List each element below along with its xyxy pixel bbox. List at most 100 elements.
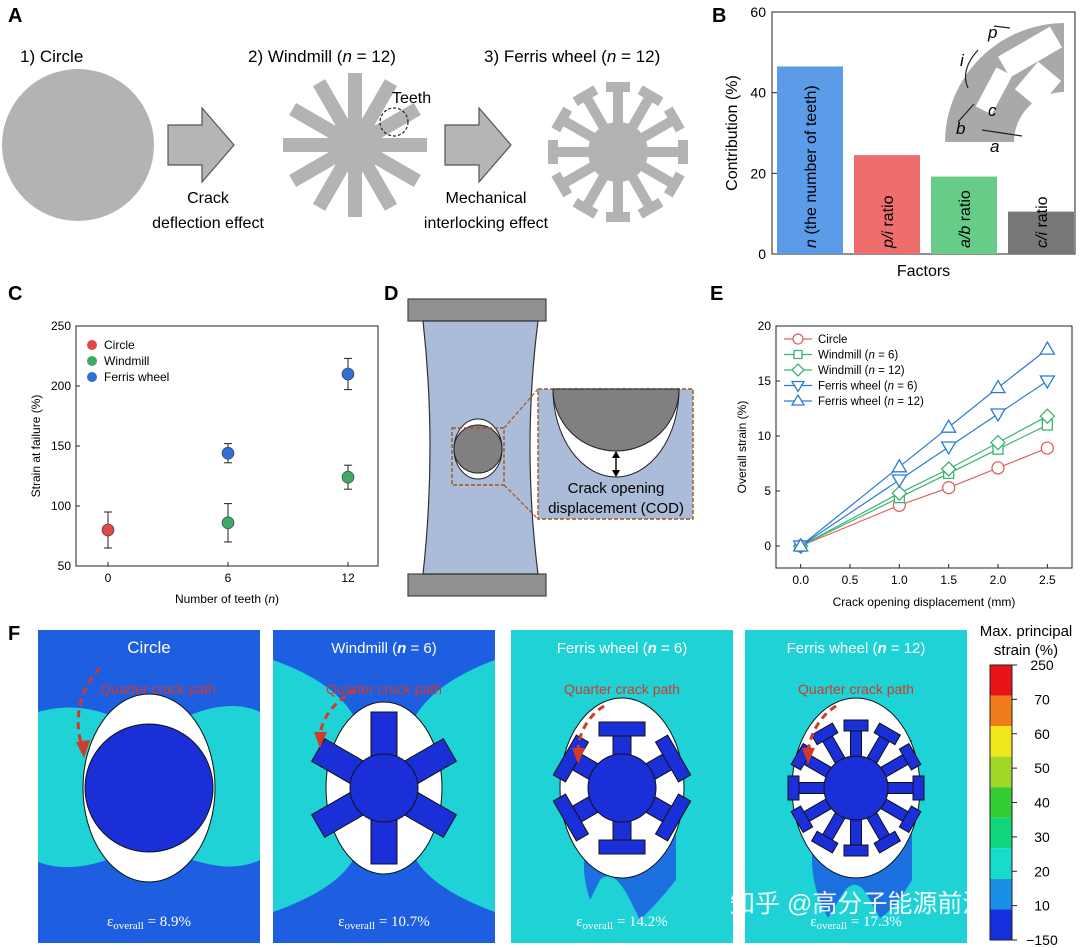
y-tick-label: 200 (51, 379, 71, 393)
panel-e: E 0 5 10 15 20 0.0 0.5 1.0 1.5 2.0 2.5 Circle Windmi… (710, 283, 1073, 609)
fea-circle: Circle Quarter crack path εoverall = 8.9… (38, 630, 260, 943)
x-tick-label: 1.5 (940, 573, 957, 587)
x-tick-label: 2.0 (990, 573, 1007, 587)
colorbar-segment (990, 878, 1012, 910)
contribution-bar-chart: 0 20 40 60 n (the number of teeth) p/i ratio a… (724, 4, 1076, 280)
colorbar-tick-label: 250 (1030, 657, 1054, 673)
colorbar-tick-label: 10 (1034, 898, 1050, 914)
bar (777, 66, 843, 254)
colorbar: 250 70 60 50 40 30 20 10 −150 (989, 657, 1058, 948)
panel-letter-e: E (710, 283, 723, 305)
data-point (1039, 340, 1056, 355)
colorbar-tick-label: 50 (1034, 760, 1050, 776)
data-point (990, 434, 1006, 451)
data-point (989, 379, 1007, 394)
bar-category-label: p/i ratio (880, 195, 897, 249)
data-point (793, 349, 803, 360)
y-tick-label: 50 (58, 559, 72, 573)
crack-label-circle: Quarter crack path (100, 681, 216, 697)
circle-shape (2, 69, 154, 221)
colorbar-tick-label: −150 (1026, 932, 1058, 948)
data-point (790, 380, 806, 393)
strain-at-failure-chart: 50 100 150 200 250 0 6 12 Circle Windmill Ferris w… (29, 319, 379, 606)
fea-ferris-12: Ferris wheel (n = 12) Quarter crack path… (745, 630, 967, 943)
legend-marker (87, 356, 97, 366)
y-tick-label: 100 (51, 499, 71, 513)
legend-label: Windmill (n = 6) (818, 350, 898, 362)
data-point (221, 516, 235, 530)
y-tick-label: 250 (51, 319, 71, 333)
series-line (800, 424, 1048, 547)
data-point (891, 474, 908, 489)
crack-label-windmill-6: Quarter crack path (326, 681, 442, 697)
panel-letter-b: B (712, 5, 726, 27)
bar (1008, 211, 1074, 254)
legend-marker (87, 340, 97, 350)
teeth-label: Teeth (392, 90, 431, 107)
series-line (800, 415, 1048, 547)
panel-a: A 1) Circle 2) Windmill (n = 12) 3) Ferr… (2, 5, 688, 232)
label-circle: 1) Circle (20, 47, 83, 66)
teeth-highlight (379, 107, 409, 137)
bar-category-label: a/b ratio (957, 190, 974, 248)
colorbar-segment (990, 726, 1012, 757)
data-point (101, 523, 115, 537)
x-axis-label: Crack opening displacement (mm) (833, 595, 1016, 609)
colorbar-tick-label: 20 (1034, 863, 1050, 879)
arrow-1-line-1: Crack (187, 190, 230, 207)
cod-zoom-inset: Crack opening displacement (COD) (537, 388, 694, 520)
inset-label-b: b (956, 119, 965, 138)
fea-title-circle: Circle (127, 638, 170, 657)
y-tick-label: 15 (758, 374, 772, 388)
y-tick-label: 10 (758, 429, 772, 443)
top-grip (407, 298, 547, 322)
x-tick-label: 0 (105, 571, 112, 585)
series-line (800, 348, 1048, 547)
colorbar-segment (990, 817, 1012, 849)
fea-title-ferris-6: Ferris wheel (n = 6) (557, 640, 687, 657)
data-point (341, 470, 355, 484)
x-tick-label: 1.0 (891, 573, 908, 587)
legend-label: Windmill (n = 12) (818, 365, 905, 377)
legend-label: Circle (818, 334, 847, 346)
data-point (791, 363, 805, 377)
colorbar-tick-label: 70 (1034, 691, 1050, 707)
watermark: 知乎 @高分子能源前沿 (730, 890, 987, 918)
legend-label: Windmill (104, 354, 149, 368)
colorbar-segment (990, 695, 1012, 727)
data-point (1039, 375, 1056, 390)
y-tick-label: 20 (750, 165, 766, 181)
cod-label-line-2: displacement (COD) (548, 500, 684, 517)
colorbar-title-line-1: Max. principal (980, 623, 1073, 640)
data-point (790, 393, 806, 406)
x-tick-label: 2.5 (1039, 573, 1056, 587)
bottom-grip (407, 573, 547, 597)
colorbar-segment (990, 787, 1012, 818)
inset-label-a: a (990, 137, 999, 156)
colorbar-segment (990, 756, 1012, 788)
y-tick-label: 0 (764, 539, 771, 553)
plot-frame (771, 11, 1076, 255)
plot-frame (775, 325, 1073, 569)
legend-marker (87, 372, 97, 382)
bar (931, 176, 997, 254)
y-tick-label: 20 (758, 319, 772, 333)
ferris-wheel-shape (548, 82, 688, 222)
inclusion-circle (453, 424, 503, 474)
y-tick-label: 5 (764, 484, 771, 498)
x-tick-label: 12 (341, 571, 355, 585)
x-axis-label: Factors (897, 263, 950, 280)
colorbar-segment (990, 909, 1012, 940)
data-point (341, 367, 355, 381)
panel-c: C 50 100 150 200 250 0 6 12 Circle Windmill Ferris… (8, 283, 379, 606)
colorbar-tick-label: 60 (1034, 726, 1050, 742)
legend-label: Circle (104, 338, 135, 352)
x-axis-label: Number of teeth (n) (175, 592, 279, 606)
y-tick-label: 0 (758, 246, 766, 262)
panel-b: B 0 20 40 60 n (the number of teeth) p/i rati… (712, 4, 1076, 280)
panel-letter-d: D (384, 283, 398, 305)
crack-label-ferris-12: Quarter crack path (798, 681, 914, 697)
fea-ferris-6: Ferris wheel (n = 6) Quarter crack path … (511, 630, 733, 943)
x-tick-label: 0.5 (842, 573, 859, 587)
